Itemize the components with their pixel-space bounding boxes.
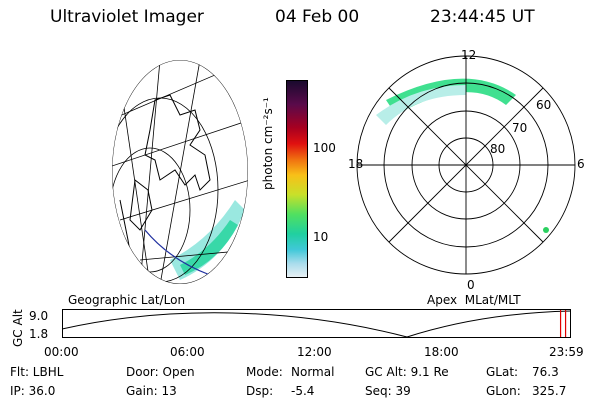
altitude-y-tick-max: 9.0 [29,309,49,323]
colorbar-tick-100: 100 [313,141,336,155]
time-tick-1200: 12:00 [297,345,332,359]
info-gcalt: GC Alt: 9.1 Re [365,365,449,379]
info-seq: Seq: 39 [365,384,411,398]
info-glat-label: GLat: [486,365,519,379]
instrument-title: Ultraviolet Imager [50,7,204,27]
info-flt: Flt: LBHL [10,365,64,379]
info-glat-value: 76.3 [532,365,559,379]
colorbar-tick-10: 10 [313,230,329,244]
geographic-panel-label: Geographic Lat/Lon [68,293,186,307]
info-dsp-value: -5.4 [291,384,315,398]
geographic-map-panel [112,60,248,284]
mlt-label-0: 0 [467,278,475,292]
info-mode-value: Normal [291,365,335,379]
aurora-oval-geo [170,200,245,280]
polar-mlt-plot [356,55,576,275]
aurora-oval-polar [386,78,516,115]
time-tick-0000: 00:00 [44,345,79,359]
mlt-label-12: 12 [461,48,477,62]
time-tick-1800: 18:00 [424,345,459,359]
colorbar [286,80,308,278]
mlat-label-80: 80 [490,142,506,156]
info-dsp-label: Dsp: [246,384,274,398]
info-gain: Gain: 13 [126,384,177,398]
colorbar-unit-label: photon cm⁻²s⁻¹ [261,97,275,190]
info-glon-label: GLon: [486,384,521,398]
time-label: 23:44:45 UT [430,7,535,27]
altitude-timeline-plot [61,309,572,338]
time-tick-0600: 06:00 [170,345,205,359]
mlat-label-70: 70 [512,121,528,135]
info-ip: IP: 36.0 [10,384,56,398]
info-glon-value: 325.7 [532,384,567,398]
mlt-label-18: 18 [348,157,364,171]
altitude-y-tick-min: 1.8 [29,327,49,341]
info-mode-label: Mode: [246,365,283,379]
apex-panel-label: Apex MLat/MLT [427,293,521,307]
mlt-label-6: 6 [577,157,585,171]
time-tick-2359: 23:59 [549,345,584,359]
altitude-axis-label: GC Alt [11,309,25,347]
mlat-label-60: 60 [536,98,552,112]
date-label: 04 Feb 00 [275,7,360,27]
info-door: Door: Open [126,365,195,379]
